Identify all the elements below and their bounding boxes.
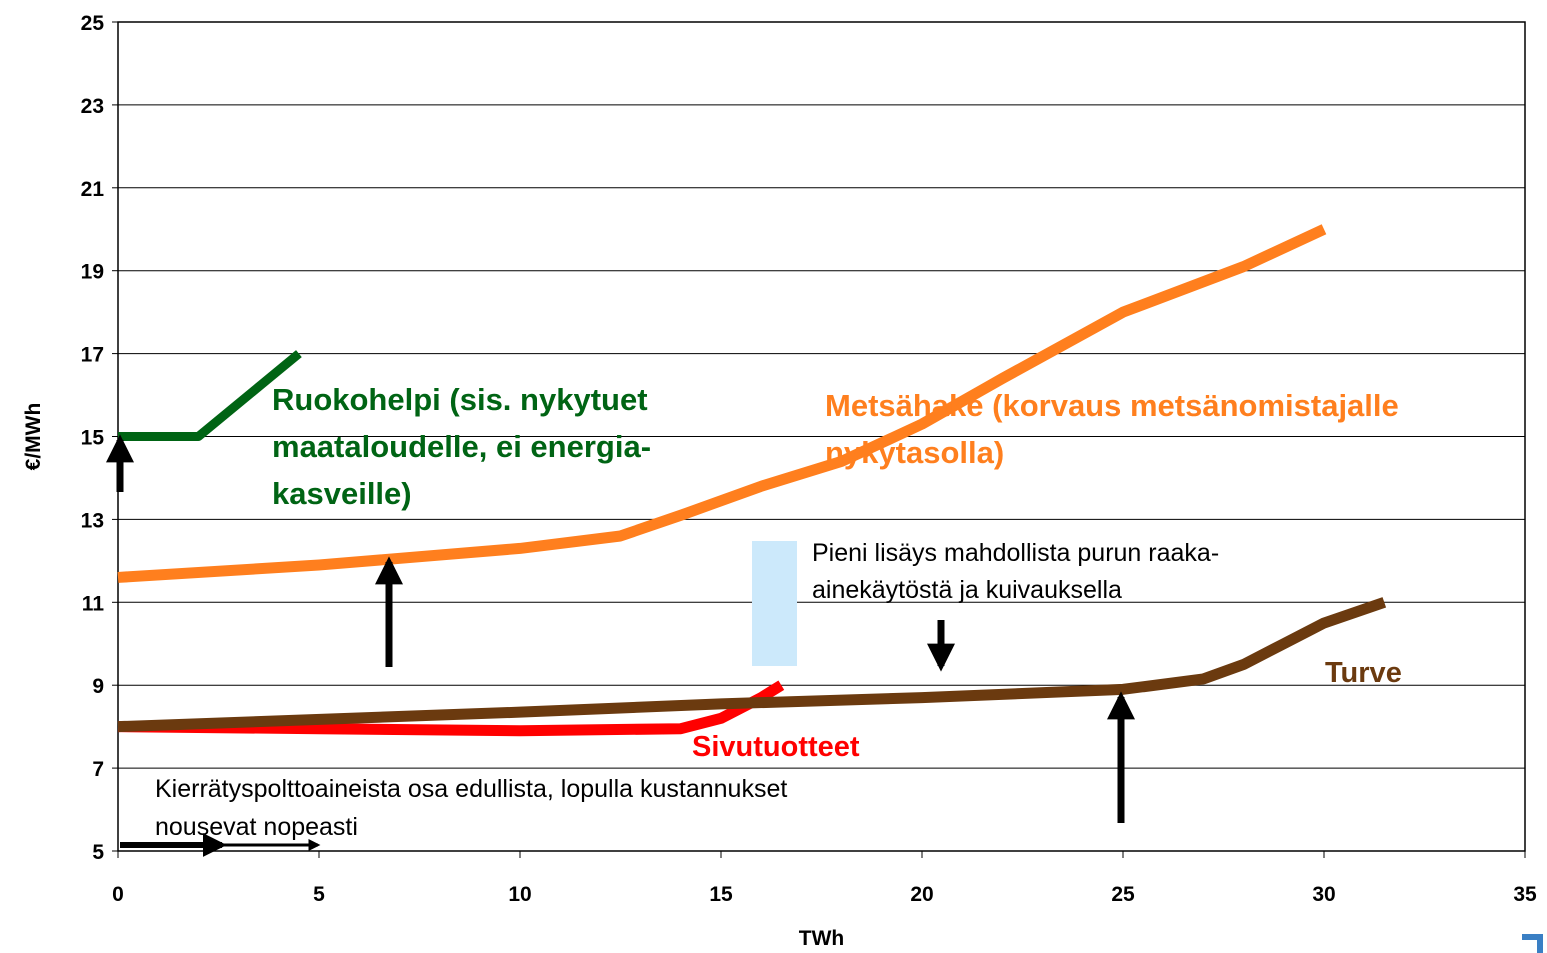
series-line bbox=[117, 597, 1387, 733]
highlight-box bbox=[752, 541, 797, 666]
y-tick-label: 13 bbox=[81, 509, 104, 532]
y-tick-label: 15 bbox=[81, 427, 105, 450]
y-tick-label: 19 bbox=[81, 261, 104, 284]
annotation: Kierrätyspolttoaineista osa edullista, l… bbox=[155, 775, 787, 803]
series-line bbox=[118, 350, 302, 441]
series-label: kasveille) bbox=[272, 476, 412, 511]
x-tick-label: 35 bbox=[1513, 883, 1537, 906]
series-label: Metsähake (korvaus metsänomistajalle bbox=[825, 388, 1399, 423]
corner-icon bbox=[1522, 934, 1543, 953]
annotation: Pieni lisäys mahdollista purun raaka- bbox=[812, 539, 1219, 567]
series-label: Turve bbox=[1325, 657, 1402, 689]
y-tick-label: 9 bbox=[92, 675, 104, 698]
x-tick-label: 25 bbox=[1111, 883, 1135, 906]
y-axis-label: €/MWh bbox=[22, 403, 45, 471]
y-tick-label: 21 bbox=[81, 178, 105, 201]
annotation: nousevat nopeasti bbox=[155, 813, 358, 841]
x-tick-label: 5 bbox=[313, 883, 325, 906]
series-label: maataloudelle, ei energia- bbox=[272, 429, 651, 464]
x-tick-label: 20 bbox=[910, 883, 933, 906]
y-tick-label: 5 bbox=[92, 841, 104, 864]
x-tick-label: 0 bbox=[112, 883, 124, 906]
y-tick-label: 23 bbox=[81, 95, 104, 118]
y-tick-label: 17 bbox=[81, 344, 104, 367]
y-tick-label: 7 bbox=[92, 758, 104, 781]
y-tick-label: 25 bbox=[81, 12, 105, 35]
arrows bbox=[106, 434, 1135, 857]
x-axis-label: TWh bbox=[799, 927, 844, 950]
series-line bbox=[117, 224, 1327, 583]
annotation: ainekäytöstä ja kuivauksella bbox=[812, 576, 1122, 604]
series-label: Sivutuotteet bbox=[692, 731, 860, 763]
series-label: Ruokohelpi (sis. nykytuet bbox=[272, 382, 648, 417]
series-label: nykytasolla) bbox=[825, 435, 1004, 470]
x-tick-label: 10 bbox=[508, 883, 531, 906]
y-tick-label: 11 bbox=[82, 592, 105, 615]
x-tick-label: 15 bbox=[709, 883, 733, 906]
x-tick-label: 30 bbox=[1312, 883, 1335, 906]
